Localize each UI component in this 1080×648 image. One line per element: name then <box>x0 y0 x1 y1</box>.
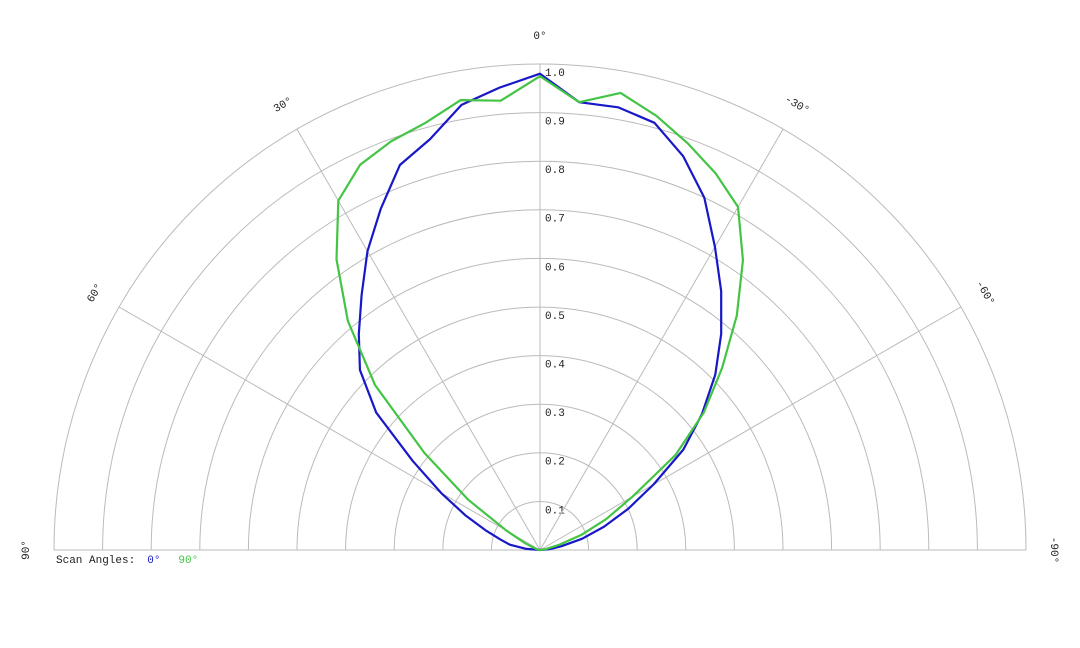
theta-tick-label: -30° <box>782 94 811 118</box>
theta-tick-label: 30° <box>272 95 295 115</box>
theta-tick-label: 60° <box>85 282 105 305</box>
theta-tick-label: 90° <box>21 540 33 560</box>
r-tick-label: 0.8 <box>545 165 565 177</box>
grid-spoke <box>118 306 541 551</box>
series-line <box>335 75 745 552</box>
legend-entry: 0° <box>147 555 160 567</box>
legend-entry: 90° <box>178 555 198 567</box>
r-tick-label: 0.6 <box>545 262 565 274</box>
r-tick-label: 0.3 <box>545 408 565 420</box>
grid-spoke <box>539 128 784 551</box>
series-line <box>357 72 723 552</box>
r-tick-label: 1.0 <box>545 68 565 80</box>
r-tick-label: 0.4 <box>545 360 565 372</box>
grid-spoke <box>296 128 541 551</box>
grid-spoke <box>539 306 962 551</box>
theta-tick-label: -90° <box>1047 537 1059 563</box>
theta-tick-label: 0° <box>533 31 546 43</box>
r-tick-label: 0.2 <box>545 457 565 469</box>
r-tick-label: 0.9 <box>545 117 565 129</box>
legend-title: Scan Angles: <box>56 555 135 567</box>
r-tick-label: 0.5 <box>545 311 565 323</box>
r-tick-label: 0.7 <box>545 214 565 226</box>
theta-tick-label: -60° <box>973 279 997 308</box>
